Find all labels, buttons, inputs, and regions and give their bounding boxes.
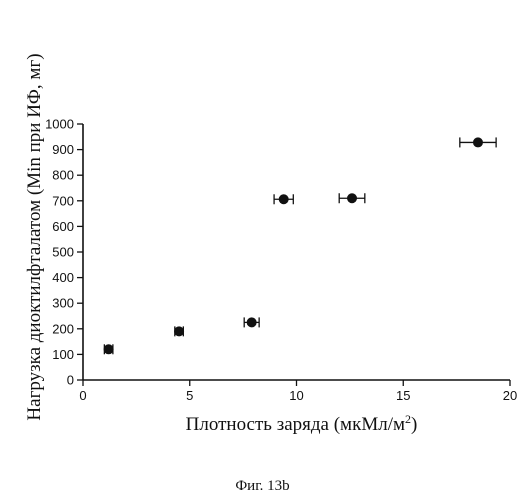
figure-caption: Фиг. 13b: [0, 478, 525, 495]
y-tick-label: 1000: [45, 117, 74, 132]
x-axis-title: Плотность заряда (мкМл/м2): [186, 412, 418, 435]
x-axis-title-end: ): [411, 414, 417, 435]
y-ticks: 0 100 200 300 400 500 600 700 800 900 1000: [45, 117, 83, 388]
data-point-group: [244, 317, 259, 327]
data-point: [104, 344, 114, 354]
plot-area: 0 5 10 15 20 0 100 200 300 400 500 600 700 800 900 100…: [45, 117, 517, 404]
x-tick-label: 0: [79, 388, 86, 403]
y-tick-label: 800: [52, 168, 74, 183]
x-tick-label: 15: [396, 388, 410, 403]
y-axis-title: Нагрузка диоктилфталатом (Min при ИФ, мг…: [24, 53, 45, 420]
data-point: [279, 194, 289, 204]
data-point: [247, 317, 257, 327]
y-tick-label: 200: [52, 321, 74, 336]
data-point-group: [104, 344, 114, 354]
x-tick-label: 10: [289, 388, 303, 403]
data-point: [347, 193, 357, 203]
x-ticks: 0 5 10 15 20: [79, 380, 517, 403]
x-tick-label: 5: [186, 388, 193, 403]
x-axis-title-main: Плотность заряда (мкМл/м: [186, 414, 405, 435]
y-tick-label: 600: [52, 219, 74, 234]
data-point-group: [460, 137, 496, 147]
y-tick-label: 700: [52, 193, 74, 208]
y-tick-label: 900: [52, 142, 74, 157]
data-point-group: [174, 326, 184, 336]
y-tick-label: 0: [67, 373, 74, 388]
data-point-group: [339, 193, 365, 203]
data-point-group: [274, 194, 293, 204]
y-tick-label: 100: [52, 347, 74, 362]
data-points: [104, 137, 497, 354]
y-tick-label: 300: [52, 296, 74, 311]
data-point: [174, 326, 184, 336]
y-tick-label: 500: [52, 245, 74, 260]
y-tick-label: 400: [52, 270, 74, 285]
x-tick-label: 20: [503, 388, 517, 403]
data-point: [473, 137, 483, 147]
